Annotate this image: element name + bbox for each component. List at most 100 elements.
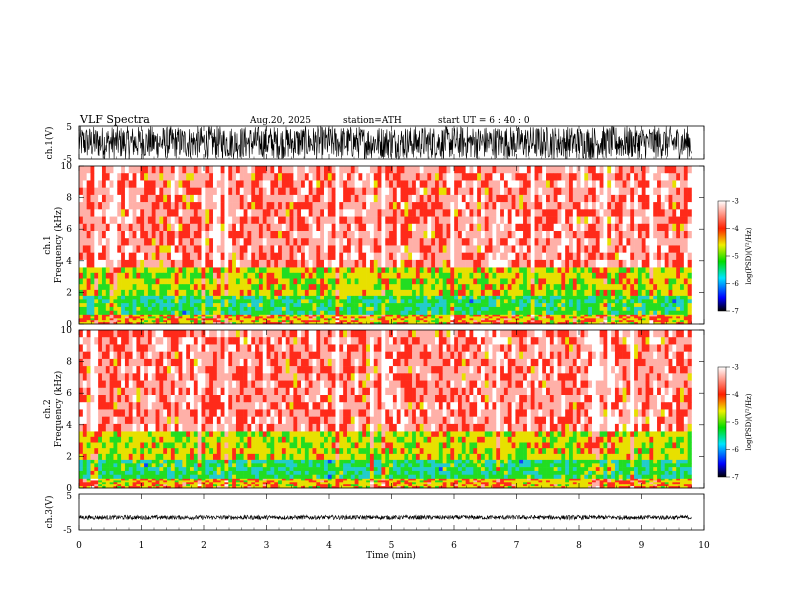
spectrogram-cell	[285, 306, 290, 312]
spectrogram-cell	[220, 478, 225, 481]
spectrogram-cell	[327, 245, 332, 253]
spectrogram-cell	[327, 299, 332, 304]
spectrogram-cell	[412, 295, 417, 300]
spectrogram-cell	[285, 252, 290, 261]
spectrogram-cell	[193, 173, 198, 181]
spectrogram-cell	[599, 194, 604, 203]
spectrogram-cell	[442, 267, 447, 274]
spectrogram-cell	[618, 252, 623, 261]
spectrogram-cell	[576, 316, 581, 319]
spectrogram-cell	[373, 480, 378, 483]
spectrogram-cell	[526, 209, 532, 217]
spectrogram-cell	[301, 478, 306, 481]
spectrogram-cell	[599, 223, 604, 232]
spectrogram-cell	[373, 289, 378, 296]
spectrogram-cell	[98, 284, 103, 291]
spectrogram-cell	[205, 314, 210, 317]
spectrogram-cell	[155, 231, 160, 239]
spectrogram-cell	[320, 187, 325, 196]
spectrogram-cell	[641, 245, 646, 253]
spectrogram-cell	[98, 289, 103, 296]
spectrogram-cell	[419, 216, 424, 225]
spectrogram-cell	[90, 284, 95, 291]
spectrogram-cell	[201, 299, 206, 304]
spectrogram-cell	[419, 310, 424, 315]
spectrogram-cell	[519, 216, 524, 225]
spectrogram-cell	[197, 202, 202, 210]
spectrogram-cell	[369, 187, 375, 196]
spectrogram-cell	[404, 278, 409, 285]
spectrogram-cell	[457, 209, 463, 217]
spectrogram-cell	[117, 306, 122, 312]
spectrogram-cell	[580, 180, 585, 188]
spectrogram-cell	[163, 320, 168, 323]
spectrogram-cell	[519, 299, 524, 304]
spectrogram-cell	[209, 180, 214, 188]
spectrogram-cell	[178, 322, 183, 325]
spectrogram-cell	[255, 314, 260, 317]
spectrogram-cell	[247, 299, 252, 304]
spectrogram-cell	[167, 310, 172, 315]
spectrogram-cell	[576, 187, 581, 196]
spectrogram-cell	[301, 284, 306, 291]
spectrogram-cell	[255, 209, 260, 217]
spectrogram-cell	[442, 231, 447, 239]
spectrogram-cell	[687, 320, 692, 323]
spectrogram-cell	[553, 252, 558, 261]
spectrogram-cell	[630, 318, 635, 321]
spectrogram-cell	[431, 314, 436, 317]
spectrogram-cell	[595, 278, 600, 285]
spectrogram-cell	[591, 322, 597, 325]
spectrogram-cell	[243, 238, 248, 246]
spectrogram-cell	[496, 478, 501, 481]
spectrogram-cell	[676, 299, 681, 304]
spectrogram-cell	[653, 320, 658, 323]
spectrogram-cell	[412, 306, 417, 312]
spectrogram-cell	[500, 322, 505, 325]
spectrogram-cell	[224, 318, 229, 321]
spectrogram-cell	[683, 259, 688, 268]
spectrogram-cell	[408, 187, 413, 196]
spectrogram-cell	[170, 278, 176, 285]
spectrogram-cell	[569, 314, 574, 317]
spectrogram-cell	[316, 216, 321, 225]
spectrogram-cell	[224, 322, 229, 325]
spectrogram-cell	[308, 173, 313, 181]
spectrogram-cell	[687, 238, 692, 246]
spectrogram-cell	[316, 320, 321, 323]
spectrogram-cell	[258, 202, 264, 210]
spectrogram-cell	[484, 303, 489, 308]
spectrogram-cell	[427, 284, 432, 291]
spectrogram-cell	[346, 303, 352, 308]
spectrogram-cell	[534, 314, 539, 317]
spectrogram-cell	[159, 173, 164, 181]
spectrogram-cell	[645, 303, 650, 308]
spectrogram-cell	[121, 299, 126, 304]
spectrogram-cell	[155, 245, 160, 253]
spectrogram-cell	[385, 187, 390, 196]
spectrogram-cell	[649, 314, 654, 317]
spectrogram-cell	[343, 322, 348, 325]
spectrogram-cell	[316, 322, 321, 325]
spectrogram-cell	[427, 318, 432, 321]
spectrogram-cell	[465, 173, 470, 181]
spectrogram-cell	[301, 202, 306, 210]
spectrogram-cell	[278, 267, 283, 274]
spectrogram-cell	[262, 295, 267, 300]
spectrogram-cell	[657, 322, 662, 325]
spectrogram-cell	[335, 209, 340, 217]
spectrogram-cell	[136, 303, 141, 308]
spectrogram-cell	[86, 173, 91, 181]
spectrogram-cell	[354, 259, 359, 268]
spectrogram-cell	[526, 278, 532, 285]
spectrogram-cell	[442, 180, 447, 188]
spectrogram-cell	[86, 194, 91, 203]
spectrogram-cell	[331, 272, 336, 279]
spectrogram-cell	[649, 272, 654, 279]
spectrogram-cell	[649, 173, 654, 181]
spectrogram-cell	[542, 295, 547, 300]
spectrogram-cell	[366, 310, 371, 315]
spectrogram-cell	[212, 180, 218, 188]
spectrogram-cell	[668, 245, 673, 253]
